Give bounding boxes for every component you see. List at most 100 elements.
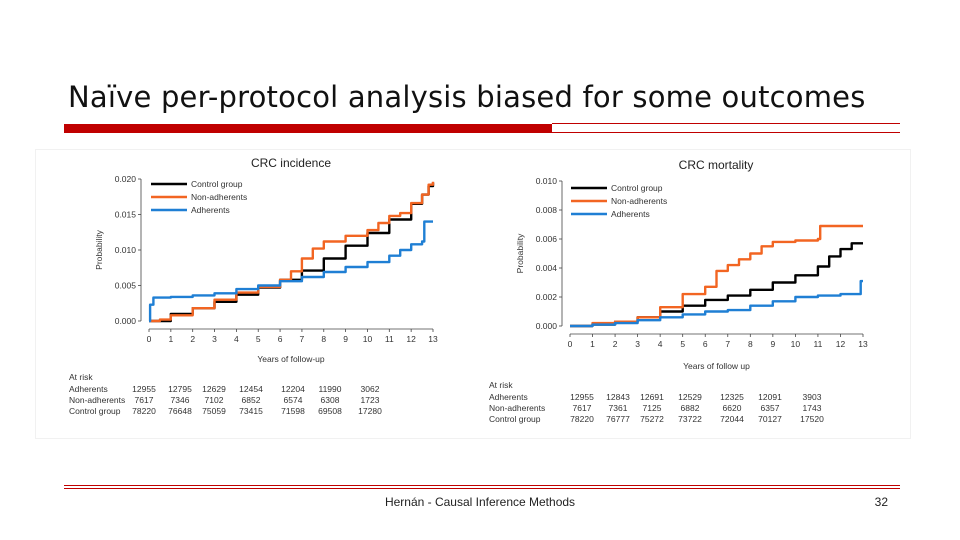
- at-risk-value: 12091: [758, 392, 782, 402]
- x-tick-label: 5: [256, 334, 261, 344]
- x-axis-label: Years of follow-up: [257, 354, 325, 364]
- at-risk-row-label: Control group: [489, 414, 541, 424]
- x-tick-label: 10: [791, 339, 801, 349]
- at-risk-value: 3062: [361, 384, 380, 394]
- at-risk-heading: At risk: [69, 372, 93, 382]
- at-risk-value: 69508: [318, 406, 342, 416]
- crc-mortality-chart: CRC mortality 0.000 0.002 0.004 0.006 0.008 0.…: [489, 158, 868, 424]
- x-tick-label: 1: [590, 339, 595, 349]
- at-risk-value: 17520: [800, 414, 824, 424]
- at-risk-value: 12955: [570, 392, 594, 402]
- at-risk-value: 12529: [678, 392, 702, 402]
- at-risk-value: 12204: [281, 384, 305, 394]
- at-risk-value: 12843: [606, 392, 630, 402]
- at-risk-value: 7617: [135, 395, 154, 405]
- at-risk-value: 6308: [321, 395, 340, 405]
- x-tick-label: 13: [858, 339, 868, 349]
- legend-label: Adherents: [191, 205, 230, 215]
- series-line-adherents: [570, 279, 863, 328]
- y-tick-label: 0.000: [536, 321, 558, 331]
- x-tick-label: 9: [770, 339, 775, 349]
- x-tick-label: 13: [428, 334, 438, 344]
- legend-label: Non-adherents: [191, 192, 247, 202]
- at-risk-value: 1723: [361, 395, 380, 405]
- legend-label: Control group: [611, 183, 663, 193]
- legend-label: Adherents: [611, 209, 650, 219]
- at-risk-value: 11990: [318, 384, 341, 394]
- title-accent-bar: [64, 124, 552, 132]
- page-number: 32: [874, 495, 888, 509]
- x-tick-label: 2: [613, 339, 618, 349]
- y-axis-label: Probability: [515, 233, 525, 273]
- at-risk-value: 6357: [761, 403, 780, 413]
- at-risk-value: 3903: [803, 392, 822, 402]
- y-tick-label: 0.010: [536, 176, 558, 186]
- x-tick-label: 11: [814, 339, 823, 349]
- y-tick-label: 0.004: [536, 263, 558, 273]
- y-tick-label: 0.008: [536, 205, 558, 215]
- x-tick-label: 4: [658, 339, 663, 349]
- x-tick-label: 8: [748, 339, 753, 349]
- at-risk-value: 7361: [609, 403, 628, 413]
- at-risk-row-label: Adherents: [489, 392, 528, 402]
- y-tick-label: 0.006: [536, 234, 558, 244]
- at-risk-value: 73415: [239, 406, 263, 416]
- at-risk-value: 7346: [171, 395, 190, 405]
- slide-title: Naïve per-protocol analysis biased for s…: [68, 80, 866, 114]
- x-tick-label: 5: [680, 339, 685, 349]
- at-risk-value: 12325: [720, 392, 744, 402]
- x-axis-label: Years of follow up: [683, 361, 750, 371]
- at-risk-value: 78220: [132, 406, 156, 416]
- at-risk-value: 12955: [132, 384, 156, 394]
- at-risk-value: 7102: [205, 395, 224, 405]
- footer-rule: [64, 485, 900, 486]
- series-line-non-adherents: [570, 224, 863, 328]
- at-risk-row-label: Adherents: [69, 384, 108, 394]
- at-risk-value: 75272: [640, 414, 664, 424]
- x-tick-label: 10: [363, 334, 373, 344]
- legend-label: Control group: [191, 179, 243, 189]
- title-rule-lower: [64, 132, 900, 133]
- title-rule: [552, 123, 900, 124]
- at-risk-value: 70127: [758, 414, 782, 424]
- at-risk-value: 7617: [573, 403, 592, 413]
- x-tick-label: 4: [234, 334, 239, 344]
- at-risk-value: 71598: [281, 406, 305, 416]
- at-risk-value: 1743: [803, 403, 822, 413]
- x-tick-label: 7: [300, 334, 305, 344]
- series-line-adherents: [148, 220, 433, 323]
- at-risk-value: 7125: [643, 403, 662, 413]
- at-risk-value: 73722: [678, 414, 702, 424]
- chart-title: CRC incidence: [251, 156, 331, 170]
- x-tick-label: 3: [212, 334, 217, 344]
- x-tick-label: 6: [278, 334, 283, 344]
- at-risk-value: 6620: [723, 403, 742, 413]
- at-risk-value: 76777: [606, 414, 630, 424]
- at-risk-row-label: Non-adherents: [489, 403, 545, 413]
- y-tick-label: 0.000: [115, 316, 137, 326]
- at-risk-row-label: Control group: [69, 406, 121, 416]
- footer-text: Hernán - Causal Inference Methods: [384, 495, 576, 509]
- x-tick-label: 2: [190, 334, 195, 344]
- at-risk-value: 6574: [284, 395, 303, 405]
- at-risk-value: 76648: [168, 406, 192, 416]
- x-tick-label: 8: [321, 334, 326, 344]
- at-risk-row-label: Non-adherents: [69, 395, 125, 405]
- at-risk-value: 12691: [640, 392, 664, 402]
- at-risk-value: 78220: [570, 414, 594, 424]
- y-axis-label: Probability: [94, 229, 104, 269]
- x-tick-label: 6: [703, 339, 708, 349]
- x-tick-label: 1: [168, 334, 173, 344]
- y-tick-label: 0.005: [115, 281, 137, 291]
- x-tick-label: 11: [385, 334, 394, 344]
- at-risk-value: 12454: [239, 384, 263, 394]
- series-line-control-group: [149, 182, 435, 323]
- at-risk-value: 72044: [720, 414, 744, 424]
- x-tick-label: 0: [568, 339, 573, 349]
- crc-incidence-chart: CRC incidence 0.000 0.005 0.010 0.015 0.020 0 1…: [69, 156, 438, 416]
- x-tick-label: 12: [836, 339, 846, 349]
- at-risk-value: 12629: [202, 384, 226, 394]
- at-risk-value: 75059: [202, 406, 226, 416]
- at-risk-value: 6852: [242, 395, 261, 405]
- y-tick-label: 0.015: [115, 210, 137, 220]
